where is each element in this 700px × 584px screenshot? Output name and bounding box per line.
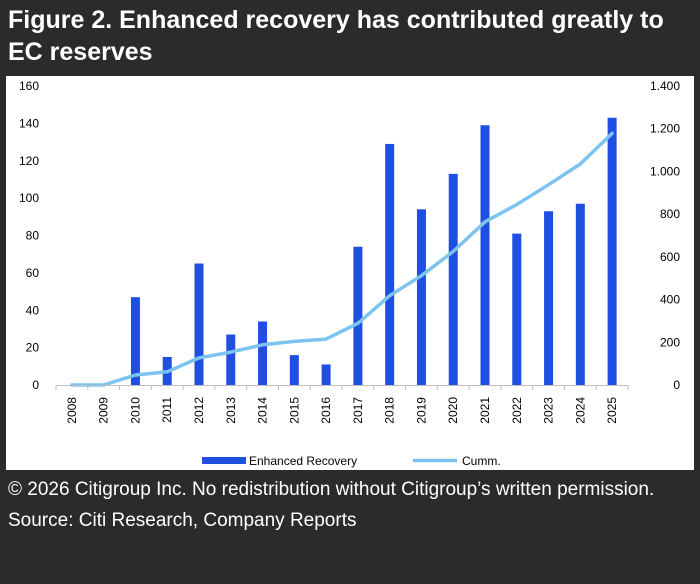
x-tick-label: 2023: [542, 397, 556, 424]
y-left-tick-label: 40: [26, 303, 40, 317]
right-axis: 0 200 400 600 800 1.000 1.200 1.400: [650, 79, 680, 392]
y-right-tick-label: 800: [660, 207, 680, 221]
x-tick-label: 2019: [414, 397, 428, 424]
y-right-tick-label: 400: [660, 293, 680, 307]
chart-container: 0 20 40 60 80 100 120 140 160 0 200 400 600 800 1.000…: [6, 76, 694, 470]
y-left-tick-label: 20: [26, 341, 40, 355]
y-left-tick-label: 60: [26, 266, 40, 280]
bar: [258, 321, 268, 385]
x-tick-label: 2022: [510, 397, 524, 424]
x-tick-label: 2015: [287, 397, 301, 424]
x-tick-label: 2008: [65, 397, 79, 424]
bar: [480, 125, 490, 386]
line-series-cumm: [70, 131, 614, 387]
y-right-tick-label: 1.200: [650, 122, 680, 136]
bar: [575, 203, 585, 385]
bar: [226, 334, 236, 385]
line-path-cumm: [70, 131, 614, 387]
x-tick-label: 2016: [319, 397, 333, 424]
bar: [544, 211, 554, 385]
bar: [130, 297, 140, 385]
y-left-tick-label: 140: [19, 116, 39, 130]
y-left-tick-label: 0: [32, 378, 39, 392]
source-text: Source: Citi Research, Company Reports: [8, 510, 357, 531]
chart-svg: 0 20 40 60 80 100 120 140 160 0 200 400 600 800 1.000…: [19, 79, 680, 468]
y-left-tick-label: 120: [19, 154, 39, 168]
y-right-tick-label: 200: [660, 335, 680, 349]
bar: [289, 355, 299, 385]
y-left-tick-label: 80: [26, 229, 40, 243]
bar: [385, 143, 395, 385]
legend-swatch-enhanced-recovery: [202, 457, 246, 464]
x-tick-label: 2009: [97, 397, 111, 424]
bar-series-enhanced-recovery: [130, 117, 617, 386]
x-tick-label: 2017: [351, 397, 365, 424]
bar: [607, 117, 617, 386]
footer: © 2026 Citigroup Inc. No redistribution …: [8, 474, 692, 536]
x-tick-label: 2010: [128, 397, 142, 424]
bar: [321, 364, 331, 385]
left-axis: 0 20 40 60 80 100 120 140 160: [19, 79, 39, 392]
copyright-text: © 2026 Citigroup Inc. No redistribution …: [8, 479, 655, 500]
x-tick-label: 2014: [256, 397, 270, 424]
bar: [416, 209, 426, 385]
x-tick-label: 2012: [192, 397, 206, 424]
x-tick-label: 2021: [478, 397, 492, 424]
x-tick-label: 2013: [224, 397, 238, 424]
bar: [353, 246, 363, 385]
y-left-tick-label: 160: [19, 79, 39, 93]
y-right-tick-label: 1.000: [650, 164, 680, 178]
figure-title: Figure 2. Enhanced recovery has contribu…: [8, 6, 664, 66]
y-left-tick-label: 100: [19, 191, 39, 205]
x-tick-label: 2018: [383, 397, 397, 424]
x-tick-label: 2025: [605, 397, 619, 424]
x-tick-label: 2024: [573, 397, 587, 424]
y-right-tick-label: 600: [660, 250, 680, 264]
legend: Enhanced Recovery Cumm.: [202, 454, 501, 468]
bar: [512, 233, 522, 385]
x-tick-label: 2011: [160, 397, 174, 423]
bar: [448, 173, 458, 385]
y-right-tick-label: 0: [673, 378, 680, 392]
y-right-tick-label: 1.400: [650, 79, 680, 93]
x-tick-label: 2020: [446, 397, 460, 424]
legend-label-cumm: Cumm.: [462, 454, 501, 468]
legend-label-enhanced-recovery: Enhanced Recovery: [249, 454, 357, 468]
bar: [194, 263, 204, 385]
x-axis: 2008 2009 2010 2011 2012 2013 2014 2015 2016 2017…: [55, 385, 629, 424]
